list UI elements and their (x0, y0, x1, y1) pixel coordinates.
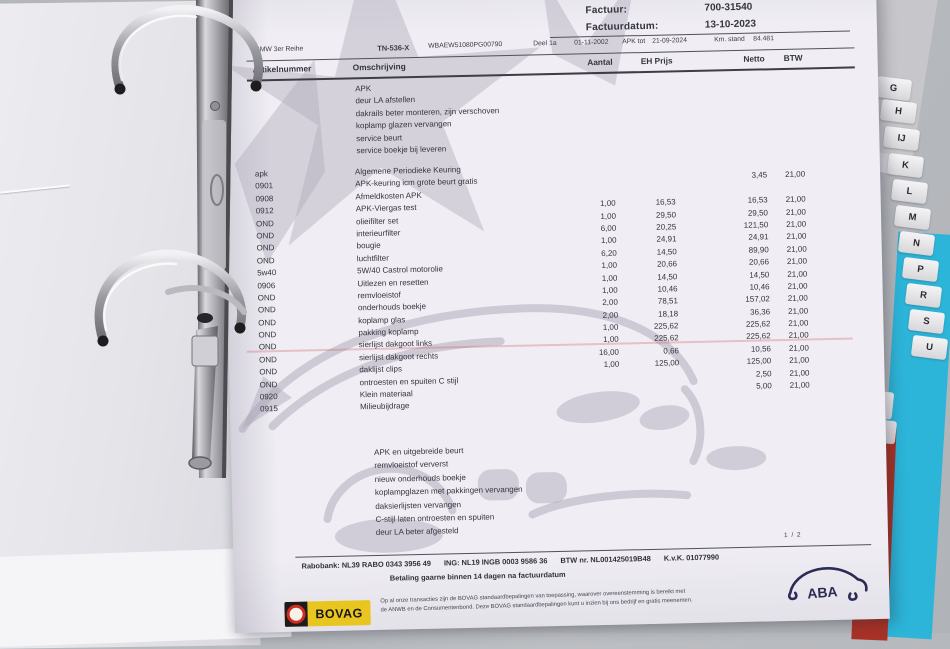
index-tab: U (910, 334, 949, 361)
item-btw: 21,00 (787, 293, 808, 304)
item-btw: 21,00 (786, 231, 807, 242)
col-btw: BTW (783, 52, 803, 63)
index-tab: P (901, 256, 940, 283)
col-netto: Netto (743, 53, 765, 64)
item-btw: 21,00 (786, 219, 807, 229)
index-tab: K (886, 152, 925, 179)
factuur-number: 700-31540 (704, 1, 753, 14)
work-request-line: service boekje bij leveren (356, 144, 447, 156)
item-btw: 21,00 (786, 244, 807, 254)
index-tab-label: U (925, 341, 934, 354)
payment-terms-line: Betaling gaarne binnen 14 dagen na factu… (389, 569, 566, 583)
index-tab-label: IJ (896, 132, 907, 145)
apk-expiry-date: 21-09-2024 (652, 37, 688, 45)
item-btw: 21,00 (785, 194, 806, 205)
index-tab-label: G (889, 82, 898, 95)
item-btw (767, 157, 805, 170)
index-tab: IJ (882, 125, 921, 152)
index-tab-label: K (901, 159, 910, 172)
bovag-terms: Op al onze transacties zijn de BOVAG sta… (380, 587, 693, 614)
index-tab-label: S (922, 315, 931, 328)
item-btw: 21,00 (784, 169, 806, 180)
index-tab: H (879, 98, 918, 125)
deel-label: Deel 1a (533, 39, 557, 48)
index-tab: S (907, 308, 946, 335)
page-indicator: 1 / 2 (783, 531, 802, 540)
bovag-logo: BOVAG (284, 600, 371, 627)
factuur-label: Factuur: (585, 4, 628, 17)
km-stand-value: 84.481 (753, 35, 775, 43)
vin-number: WBAEW51080PG00790 (428, 41, 503, 50)
license-plate: TN-536-X (377, 43, 410, 53)
index-tab-label: H (894, 105, 903, 118)
bovag-wordmark: BOVAG (315, 605, 363, 621)
items-body: apk Algemene Periodieke Keuring 0901 APK-ke… (255, 157, 810, 417)
item-btw: 21,00 (788, 318, 809, 329)
item-price (620, 395, 680, 409)
index-tab-label: M (907, 211, 918, 224)
work-summary-line: deur LA beter afgesteld (375, 526, 459, 538)
item-btw: 21,00 (788, 330, 809, 341)
index-tab-label: N (912, 237, 921, 250)
index-tab-label: P (916, 263, 925, 276)
item-btw: 21,00 (789, 380, 810, 390)
table-header-row: Artikelnummer Omschrijving Aantal EH Pri… (253, 53, 803, 75)
item-btw (767, 181, 805, 194)
first-registration-date: 01-11-2002 (574, 38, 609, 47)
item-btw: 21,00 (787, 306, 809, 316)
col-eh-prijs: EH Prijs (640, 55, 673, 67)
factuurdatum-value: 13-10-2023 (704, 18, 757, 31)
col-artikelnummer: Artikelnummer (252, 63, 312, 75)
invoice-paper: Factuur: 700-31540 Factuurdatum: 13-10-2… (221, 0, 890, 634)
item-btw: 21,00 (787, 269, 808, 279)
item-btw (772, 392, 810, 405)
item-btw: 21,00 (786, 256, 808, 267)
index-tab-label: L (905, 185, 914, 198)
col-aantal: Aantal (587, 56, 613, 68)
index-tab-label: R (919, 289, 928, 302)
bank-detail-segment: K.v.K. 01077990 (663, 552, 720, 563)
item-btw: 21,00 (789, 355, 810, 366)
index-tab: M (893, 204, 932, 231)
work-summary-block: APK en uitgebreide beurt remvloeistof ver… (374, 443, 524, 540)
bovag-emblem-icon (284, 601, 308, 627)
aba-logo: ABA (787, 567, 868, 601)
item-qty (560, 396, 620, 410)
aba-wordmark: ABA (807, 583, 838, 601)
item-btw: 21,00 (789, 368, 810, 378)
item-btw: 21,00 (788, 343, 810, 353)
bank-detail-segment: ING: NL19 INGB 0003 9586 36 (443, 556, 548, 568)
item-nr: 0915 (260, 404, 279, 414)
bank-detail-segment: BTW nr. NL001425019B48 (560, 553, 651, 565)
index-tab: L (890, 178, 929, 205)
index-tab: N (897, 230, 936, 257)
work-request-block: APK deur LA afstellen dakrails beter monte… (355, 80, 500, 157)
vehicle-model: BMW 3er Reihe (255, 45, 304, 54)
item-netto (680, 393, 772, 407)
item-btw: 21,00 (785, 207, 807, 217)
apk-tot-label: APK tot (622, 37, 646, 46)
factuurdatum-label: Factuurdatum: (585, 20, 659, 34)
index-tab: R (904, 282, 943, 309)
index-tab: G (874, 75, 913, 102)
km-stand-label: Km. stand (714, 35, 745, 44)
item-btw: 21,00 (787, 281, 808, 291)
col-omschrijving: Omschrijving (352, 61, 406, 73)
bank-detail-segment: Rabobank: NL39 RABO 0343 3956 49 (301, 558, 432, 571)
